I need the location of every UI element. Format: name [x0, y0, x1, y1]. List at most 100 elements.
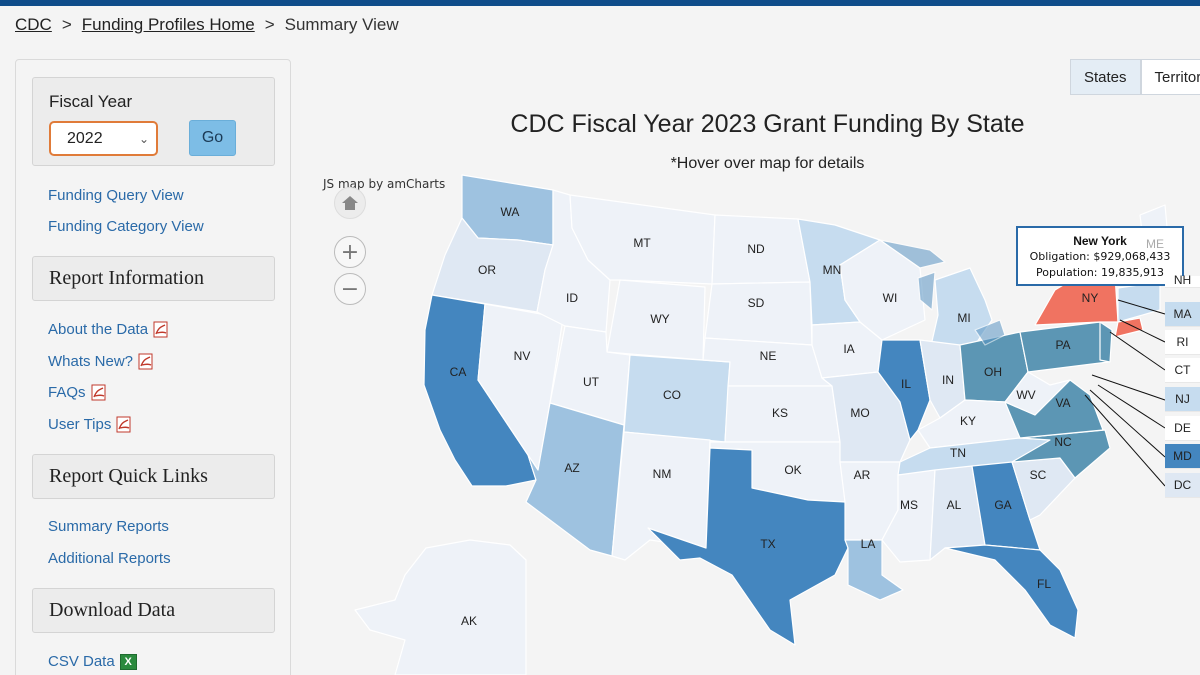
- state-label-co: CO: [663, 388, 681, 402]
- state-label-in: IN: [942, 373, 954, 387]
- pdf-icon: [153, 321, 170, 338]
- state-label-nv: NV: [514, 349, 531, 363]
- breadcrumb-current: Summary View: [284, 15, 399, 34]
- state-nc[interactable]: [1011, 429, 1111, 479]
- breadcrumb-separator: >: [61, 15, 72, 34]
- csv-data-label: CSV Data: [48, 653, 115, 670]
- map-subtitle: *Hover over map for details: [670, 155, 865, 172]
- callout-leader-line: [1097, 384, 1166, 429]
- state-label-la: LA: [861, 537, 876, 551]
- callout-leader-line: [1091, 374, 1166, 401]
- summary-reports-link[interactable]: Summary Reports: [48, 518, 169, 535]
- state-label-ok: OK: [784, 463, 801, 477]
- faqs-link[interactable]: FAQs: [48, 384, 108, 401]
- state-label-al: AL: [947, 498, 962, 512]
- callout-leader-line: [1117, 299, 1166, 315]
- state-ak[interactable]: [354, 539, 527, 675]
- user-tips-link[interactable]: User Tips: [48, 416, 133, 433]
- report-quick-links-heading: Report Quick Links: [49, 465, 208, 487]
- state-box-nj[interactable]: NJ: [1165, 387, 1200, 412]
- callout-leader-line: [1109, 331, 1166, 371]
- report-quick-links-panel: Report Quick Links: [32, 454, 275, 499]
- state-fl[interactable]: [944, 544, 1079, 639]
- tooltip-obligation: Obligation: $929,068,433: [1029, 250, 1171, 263]
- lake-shape: [917, 271, 936, 311]
- home-icon: [342, 196, 358, 210]
- callout-leader-line: [1119, 319, 1166, 343]
- state-box-de[interactable]: DE: [1165, 416, 1200, 441]
- tab-states[interactable]: States: [1070, 59, 1141, 95]
- additional-reports-link[interactable]: Additional Reports: [48, 550, 171, 567]
- sidebar: Fiscal Year 2022 ⌄ Go Funding Query View…: [15, 59, 291, 675]
- report-information-heading: Report Information: [49, 267, 204, 289]
- go-button[interactable]: Go: [189, 120, 236, 156]
- state-label-ia: IA: [843, 342, 854, 356]
- map-tooltip: New York ME Obligation: $929,068,433 Pop…: [1016, 226, 1184, 286]
- state-box-ri[interactable]: RI: [1165, 330, 1200, 355]
- zoom-out-button[interactable]: −: [334, 273, 366, 305]
- fiscal-year-select[interactable]: 2022 ⌄: [49, 121, 158, 156]
- download-data-heading: Download Data: [49, 599, 176, 621]
- state-ct_ri[interactable]: [1114, 317, 1144, 338]
- state-label-mn: MN: [823, 263, 842, 277]
- state-label-wi: WI: [883, 291, 898, 305]
- state-label-ne: NE: [760, 349, 777, 363]
- state-label-ak: AK: [461, 614, 477, 628]
- about-the-data-link[interactable]: About the Data: [48, 321, 170, 338]
- whats-new-label: Whats New?: [48, 353, 134, 370]
- zoom-in-button[interactable]: +: [334, 236, 366, 268]
- state-label-mi: MI: [957, 311, 970, 325]
- state-label-ny: NY: [1082, 291, 1099, 305]
- state-box-dc[interactable]: DC: [1165, 473, 1200, 498]
- state-label-ky: KY: [960, 414, 976, 428]
- plus-icon: +: [340, 239, 360, 265]
- state-la[interactable]: [844, 539, 904, 601]
- state-ga[interactable]: [971, 461, 1041, 551]
- state-label-mo: MO: [850, 406, 869, 420]
- lake-shape: [879, 239, 946, 269]
- csv-data-link[interactable]: CSV Data X: [48, 653, 137, 670]
- state-label-or: OR: [478, 263, 496, 277]
- state-label-fl: FL: [1037, 577, 1051, 591]
- state-label-mt: MT: [633, 236, 651, 250]
- home-button[interactable]: [334, 187, 366, 219]
- state-label-wy: WY: [650, 312, 669, 326]
- breadcrumb-profiles-link[interactable]: Funding Profiles Home: [81, 15, 255, 34]
- funding-query-view-link[interactable]: Funding Query View: [48, 187, 184, 204]
- state-label-nd: ND: [747, 242, 765, 256]
- state-box-ct[interactable]: CT: [1165, 358, 1200, 383]
- pdf-icon: [91, 384, 108, 401]
- state-sd[interactable]: [704, 281, 813, 346]
- state-label-ar: AR: [854, 468, 871, 482]
- map-title: CDC Fiscal Year 2023 Grant Funding By St…: [510, 110, 1025, 138]
- state-box-nh[interactable]: NH: [1165, 273, 1200, 288]
- whats-new-link[interactable]: Whats New?: [48, 353, 155, 370]
- callout-leader-line: [1084, 394, 1166, 487]
- tab-territories[interactable]: Territori: [1140, 59, 1200, 95]
- state-box-md[interactable]: MD: [1165, 444, 1200, 469]
- state-label-oh: OH: [984, 365, 1002, 379]
- breadcrumb-cdc-link[interactable]: CDC: [15, 15, 52, 34]
- state-label-ms: MS: [900, 498, 918, 512]
- pdf-icon: [138, 353, 155, 370]
- fiscal-year-panel: Fiscal Year 2022 ⌄ Go: [32, 77, 275, 166]
- state-nm[interactable]: [611, 431, 711, 561]
- state-nj[interactable]: [1099, 321, 1113, 363]
- faqs-label: FAQs: [48, 384, 86, 401]
- funding-category-view-link[interactable]: Funding Category View: [48, 218, 204, 235]
- pdf-icon: [116, 416, 133, 433]
- state-label-az: AZ: [564, 461, 579, 475]
- download-data-panel: Download Data: [32, 588, 275, 633]
- state-label-pa: PA: [1055, 338, 1070, 352]
- state-label-tx: TX: [760, 537, 775, 551]
- state-wv[interactable]: [1004, 371, 1071, 416]
- state-label-tn: TN: [950, 446, 966, 460]
- state-label-ga: GA: [994, 498, 1011, 512]
- report-information-panel: Report Information: [32, 256, 275, 301]
- callout-leader-line: [1089, 389, 1166, 458]
- state-tx[interactable]: [647, 447, 849, 646]
- user-tips-label: User Tips: [48, 416, 112, 433]
- minus-icon: −: [340, 276, 360, 302]
- state-box-ma[interactable]: MA: [1165, 302, 1200, 327]
